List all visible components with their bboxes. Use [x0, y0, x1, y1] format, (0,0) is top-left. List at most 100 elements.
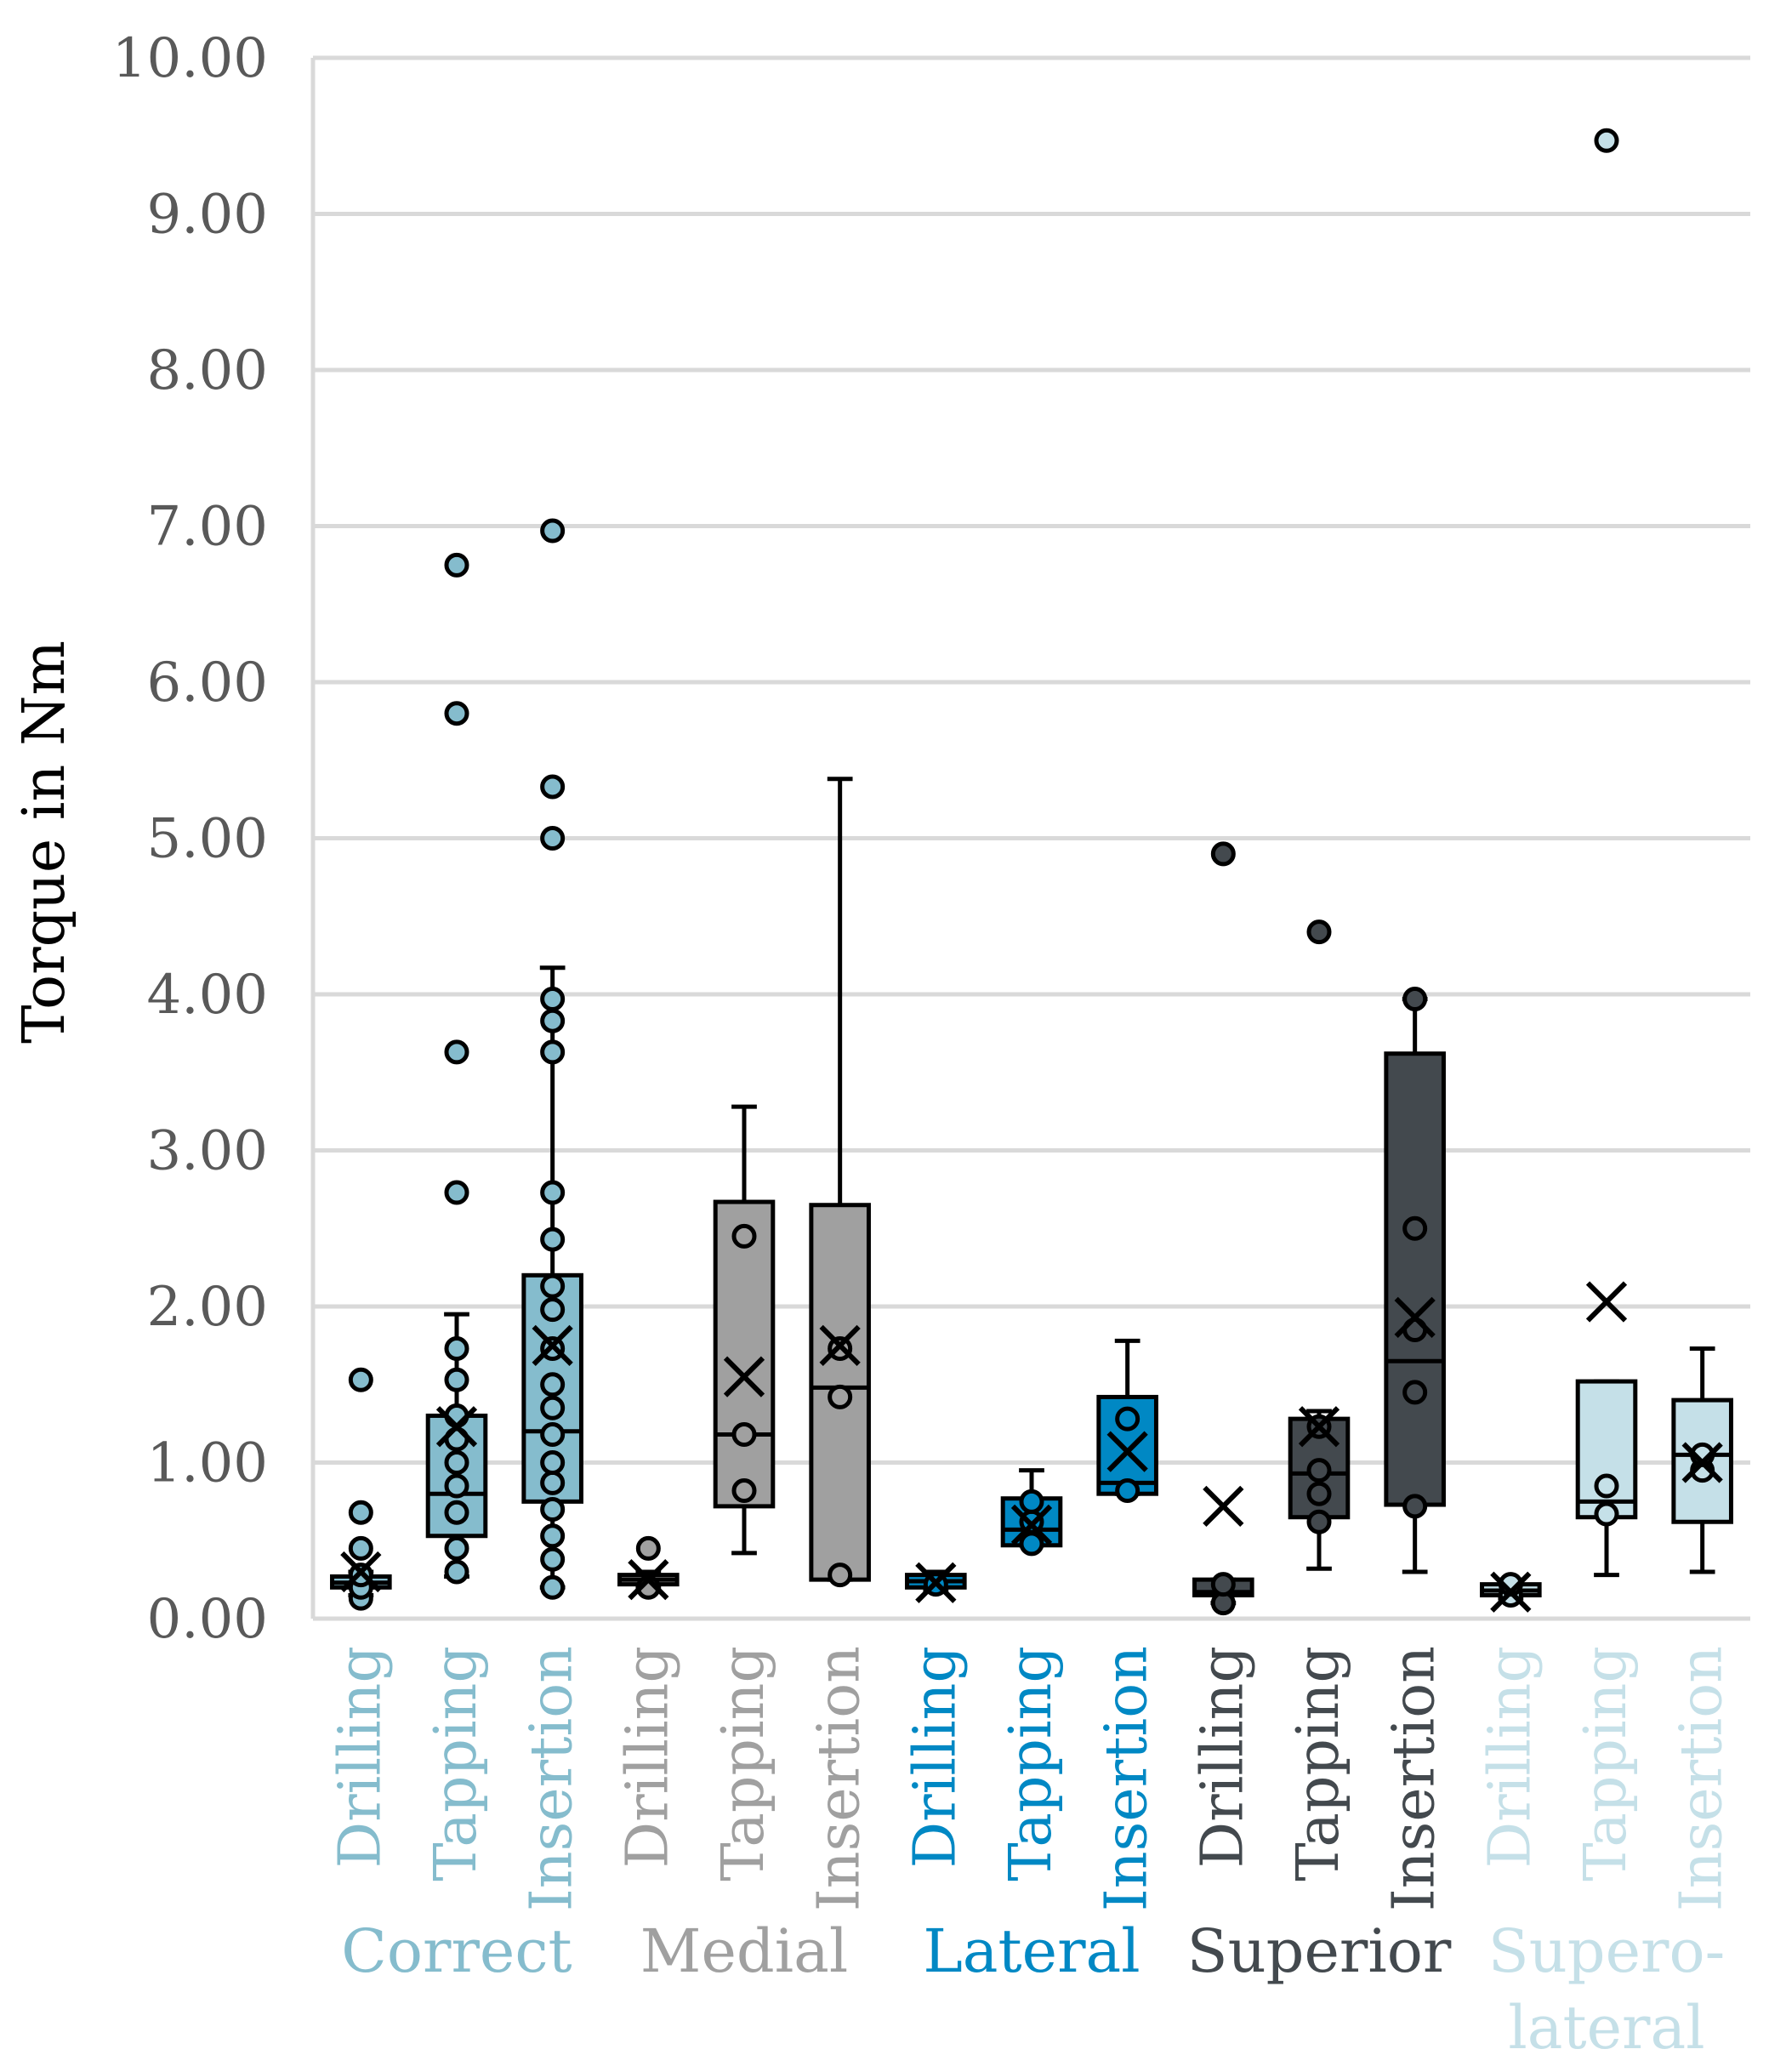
data-point [731, 1478, 757, 1504]
group-label-line: Superior [1187, 1916, 1452, 1986]
mean-marker-stroke [1681, 1442, 1723, 1483]
category-label: Drilling [902, 1646, 969, 1868]
data-point [444, 701, 469, 726]
data-point [540, 987, 566, 1012]
category-label: Insertion [806, 1646, 873, 1911]
data-point [444, 1039, 469, 1065]
category-label: Insertion [1094, 1646, 1161, 1911]
group-label-line: Lateral [923, 1916, 1140, 1986]
mean-marker-stroke [435, 1406, 478, 1448]
y-tick-label: 5.00 [147, 808, 269, 871]
mean-marker [1106, 1431, 1148, 1472]
mean-marker-stroke [532, 1324, 573, 1366]
data-point [540, 1297, 566, 1323]
data-point [444, 1180, 469, 1205]
mean-marker-stroke [1298, 1406, 1340, 1448]
data-point [540, 1372, 566, 1397]
data-point [1402, 1215, 1428, 1241]
mean-marker [628, 1559, 669, 1601]
data-point [540, 1227, 566, 1252]
data-point [1594, 128, 1619, 153]
data-point [540, 1395, 566, 1420]
box-medialinsertion [809, 777, 871, 1588]
data-point [540, 826, 566, 851]
category-label: Tapping [423, 1646, 490, 1881]
box-superiordrilling [1192, 841, 1254, 1616]
mean-marker [1298, 1406, 1340, 1448]
group-label-line: Supero- [1488, 1916, 1726, 1986]
mean-marker [819, 1324, 861, 1366]
mean-marker-stroke [1203, 1485, 1244, 1528]
data-point [828, 1563, 853, 1588]
data-point [540, 1421, 566, 1447]
box-supero-lateraldrilling [1480, 1571, 1542, 1613]
box-correcttapping [425, 552, 488, 1585]
category-label: Drilling [614, 1646, 681, 1868]
box-superiortapping [1288, 919, 1351, 1571]
y-tick-label: 10.00 [112, 27, 268, 90]
mean-marker [1681, 1442, 1723, 1483]
mean-marker-stroke [628, 1559, 669, 1601]
category-label: Tapping [1285, 1646, 1352, 1881]
data-point [540, 1273, 566, 1299]
data-point [540, 1039, 566, 1065]
data-point [348, 1500, 373, 1525]
data-point [1594, 1501, 1619, 1527]
data-point [348, 1367, 373, 1392]
data-point [1594, 1473, 1619, 1499]
category-label: Insertion [1381, 1646, 1448, 1911]
data-point [444, 1473, 469, 1499]
boxes [330, 128, 1733, 1616]
data-point [444, 1450, 469, 1475]
mean-marker-stroke [1394, 1296, 1436, 1338]
mean-marker [723, 1356, 765, 1397]
data-point [444, 1367, 469, 1392]
box-iqr [1384, 1051, 1446, 1507]
data-point [540, 1008, 566, 1033]
box-lateraltapping [1000, 1468, 1063, 1557]
y-axis-title: Torque in Nm [11, 640, 78, 1044]
box-correctinsertion [521, 518, 583, 1600]
y-tick-label: 8.00 [147, 339, 269, 402]
data-point [540, 774, 566, 800]
group-label-line: Correct [341, 1916, 572, 1986]
category-label: Drilling [327, 1646, 394, 1868]
data-point [540, 1450, 566, 1475]
group-label: Supero-lateral [1488, 1916, 1726, 2063]
mean-marker [1203, 1485, 1244, 1528]
mean-marker [1010, 1504, 1053, 1546]
group-label: Lateral [923, 1916, 1140, 1986]
box-medialtapping [713, 1104, 776, 1556]
box-correctdrilling [330, 1367, 392, 1611]
box-superiorinsertion [1384, 987, 1446, 1574]
y-tick-label: 0.00 [147, 1588, 269, 1651]
group-label: Superior [1187, 1916, 1452, 1986]
y-tick-label: 1.00 [147, 1432, 269, 1495]
data-point [1115, 1478, 1140, 1504]
box-supero-lateralinsertion [1671, 1346, 1733, 1574]
data-point [540, 1574, 566, 1600]
mean-marker [915, 1562, 957, 1603]
data-point [1402, 987, 1428, 1012]
mean-marker [340, 1551, 382, 1593]
data-point [635, 1535, 661, 1561]
y-tick-label: 9.00 [147, 184, 269, 247]
data-point [1210, 1572, 1236, 1597]
mean-marker [1490, 1571, 1532, 1613]
category-label: Insertion [1669, 1646, 1736, 1911]
data-point [1306, 919, 1332, 945]
mean-marker-stroke [723, 1356, 765, 1397]
group-labels: Correct Medial Lateral Superior Supero-later… [341, 1916, 1725, 2063]
group-label: Medial [640, 1916, 848, 1986]
mean-marker-stroke [1106, 1431, 1148, 1472]
data-point [540, 1546, 566, 1572]
data-point [540, 1497, 566, 1523]
data-point [540, 1470, 566, 1495]
group-label-line: Medial [640, 1916, 848, 1986]
data-point [1306, 1481, 1332, 1506]
data-point [828, 1384, 853, 1409]
data-point [1019, 1531, 1044, 1557]
y-tick-label: 6.00 [147, 652, 269, 714]
group-label-line: lateral [1508, 1993, 1704, 2063]
